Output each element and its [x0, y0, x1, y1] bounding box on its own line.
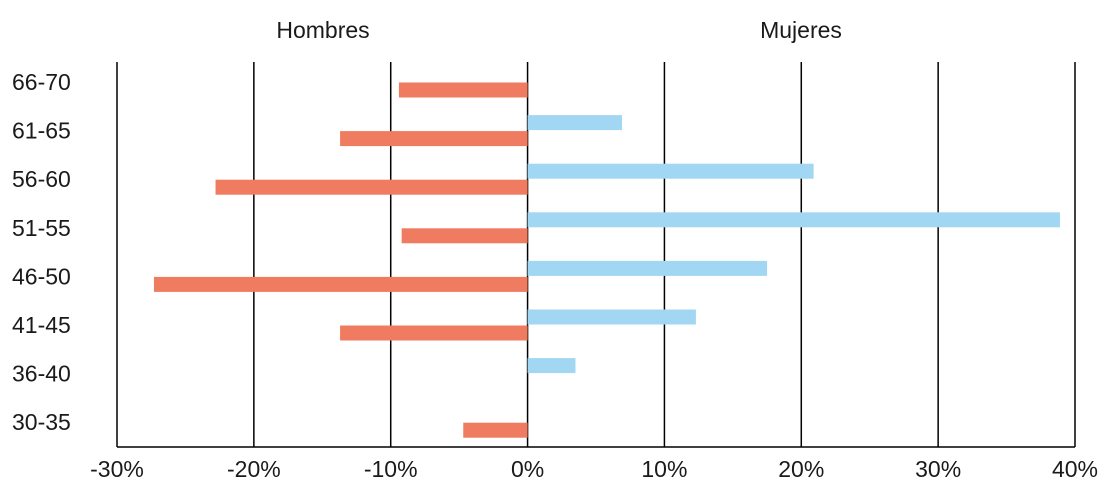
- x-tick-labels: -30% -20% -10% 0% 10% 20% 30% 40%: [90, 456, 1098, 482]
- category-label: 66-70: [12, 69, 71, 95]
- y-category-labels: 30-35 36-40 41-45 46-50 51-55 56-60 61-65 66-70: [12, 69, 71, 435]
- category-label: 36-40: [12, 361, 71, 387]
- category-label: 41-45: [12, 312, 71, 338]
- legend-mujeres: Mujeres: [760, 17, 842, 43]
- category-label: 46-50: [12, 263, 71, 289]
- x-tick-label: 10%: [641, 456, 687, 482]
- bar-mujeres-51-55: [527, 212, 1060, 228]
- bar-mujeres-46-50: [527, 260, 768, 276]
- category-label: 56-60: [12, 166, 71, 192]
- bar-hombres-30-35: [463, 422, 528, 438]
- x-tick-label: 0%: [511, 456, 544, 482]
- bar-hombres-41-45: [340, 325, 528, 341]
- legend-hombres: Hombres: [276, 17, 369, 43]
- x-tick-label: -10%: [364, 456, 418, 482]
- bar-mujeres-56-60: [527, 163, 814, 179]
- category-label: 30-35: [12, 409, 71, 435]
- bars: [153, 82, 1060, 438]
- bar-mujeres-41-45: [527, 309, 696, 325]
- x-tick-label: 20%: [778, 456, 824, 482]
- x-tick-label: 30%: [915, 456, 961, 482]
- x-tick-label: -30%: [90, 456, 144, 482]
- bar-mujeres-36-40: [527, 358, 576, 374]
- category-label: 61-65: [12, 118, 71, 144]
- x-tick-label: -20%: [227, 456, 281, 482]
- category-label: 51-55: [12, 215, 71, 241]
- bar-hombres-56-60: [215, 179, 528, 195]
- bar-hombres-51-55: [401, 228, 528, 244]
- bar-hombres-46-50: [153, 276, 528, 292]
- x-tick-label: 40%: [1052, 456, 1098, 482]
- bar-mujeres-61-65: [527, 115, 623, 131]
- bar-hombres-61-65: [340, 131, 528, 147]
- bar-hombres-66-70: [398, 82, 528, 98]
